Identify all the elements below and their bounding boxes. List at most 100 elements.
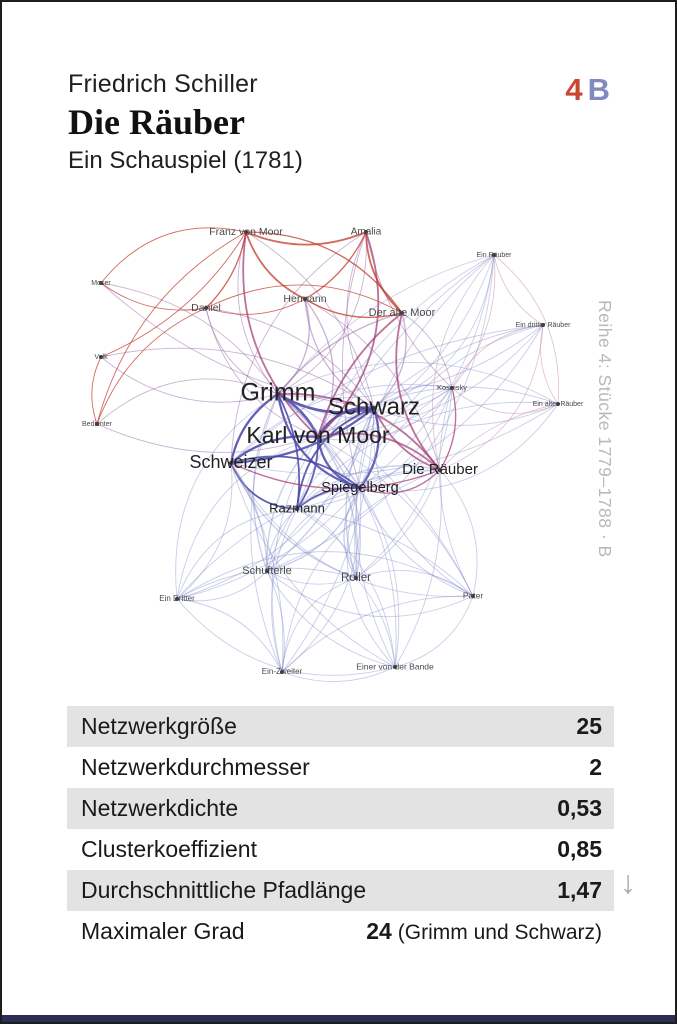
network-node [492, 253, 496, 257]
network-edge [245, 231, 403, 314]
network-edge [341, 231, 367, 489]
network-edge [296, 436, 319, 510]
row-label: Netzwerkgröße [81, 713, 237, 739]
network-edge [277, 298, 310, 395]
row-value: 24 (Grimm und Schwarz) [366, 918, 602, 944]
network-edge [373, 324, 544, 409]
network-node [244, 230, 248, 234]
network-node [556, 402, 560, 406]
network-edge [345, 407, 375, 579]
network-edge [271, 508, 298, 673]
network-edge [230, 462, 284, 673]
network-node-label: Pater [463, 590, 483, 600]
row-label: Durchschnittliche Pfadlänge [81, 877, 367, 903]
network-edge [316, 406, 375, 438]
network-node-label: Karl von Moor [246, 422, 390, 448]
network-edge [266, 570, 285, 673]
network-edge [230, 462, 298, 510]
network-edge [245, 231, 306, 300]
network-edge [451, 324, 544, 389]
network-edge [266, 570, 357, 585]
table-row: Clusterkoeffizient 0,85 [67, 829, 614, 870]
network-edge [281, 469, 441, 673]
network-edge [281, 407, 375, 673]
network-edge [296, 387, 453, 510]
network-edge [176, 462, 233, 600]
network-node [229, 461, 233, 465]
network-edge [245, 231, 375, 409]
network-edge [317, 436, 361, 579]
network-edge [438, 387, 474, 597]
network-edge [266, 570, 474, 618]
network-node-label: Moser [91, 280, 111, 287]
network-node-label: Ein alter Räuber [533, 401, 584, 408]
network-node-label: Die Räuber [402, 461, 478, 478]
network-node-label: Kosinsky [437, 383, 467, 392]
network-edge [304, 298, 403, 319]
card-code-number: 4 [565, 72, 584, 107]
network-edge [266, 407, 375, 572]
network-edge [277, 324, 544, 399]
network-edge [176, 570, 268, 602]
network-edge [100, 282, 207, 311]
network-node-label: Franz von Moor [209, 226, 283, 238]
network-edge [266, 436, 319, 572]
network-edge [355, 387, 453, 579]
network-edge [100, 231, 247, 358]
row-label: Maximaler Grad [81, 918, 245, 944]
network-node [99, 281, 103, 285]
network-edge [242, 231, 319, 438]
network-node-label: Ein Dritter [159, 594, 195, 603]
network-edge [100, 227, 247, 284]
network-edge [176, 487, 361, 600]
network-edge [205, 298, 306, 315]
network-edge [277, 393, 358, 579]
network-edge [343, 487, 361, 579]
network-edge [91, 356, 102, 425]
network-edge [176, 469, 441, 600]
trend-down-arrow: ↓ [620, 864, 636, 900]
network-edge [245, 231, 367, 246]
network-edge [359, 403, 559, 492]
network-edge [96, 378, 279, 425]
network-edge [230, 231, 367, 464]
network-edge [540, 324, 559, 405]
network-edge [346, 231, 375, 409]
network-edge [281, 487, 362, 673]
network-edge [373, 403, 559, 426]
network-edge [266, 487, 361, 572]
network-edge [176, 598, 283, 673]
network-node-label: Bedienter [82, 421, 113, 428]
network-edge [365, 231, 453, 389]
network-node-label: Spiegelberg [321, 480, 398, 496]
network-node-label: Amalia [351, 227, 382, 238]
header: Friedrich Schiller Die Räuber Ein Schaus… [68, 70, 303, 175]
network-edge [277, 393, 474, 597]
network-edge [176, 436, 319, 600]
play-title: Die Räuber [68, 102, 245, 142]
network-node-label: Einer von der Bande [356, 661, 434, 671]
card-code-letter: B [587, 72, 611, 107]
network-node [99, 355, 103, 359]
network-node [295, 507, 299, 511]
network-edge [205, 231, 247, 309]
network-edge [359, 387, 453, 489]
network-edge [296, 401, 559, 510]
network-edge [373, 385, 453, 409]
network-node-label: Grimm [241, 379, 316, 407]
network-node-label: Schweizer [189, 452, 272, 472]
network-node [450, 386, 454, 390]
row-label: Netzwerkdurchmesser [81, 754, 310, 780]
network-edge [176, 407, 375, 600]
network-edge [205, 307, 375, 409]
network-node [303, 297, 307, 301]
network-edge [296, 486, 361, 510]
network-edge [355, 469, 441, 579]
network-edge [230, 324, 544, 464]
network-edge [296, 465, 441, 510]
network-edge [266, 508, 298, 572]
network-edge [317, 436, 474, 597]
table-row: Durchschnittliche Pfadlänge 1,47 [67, 870, 614, 911]
